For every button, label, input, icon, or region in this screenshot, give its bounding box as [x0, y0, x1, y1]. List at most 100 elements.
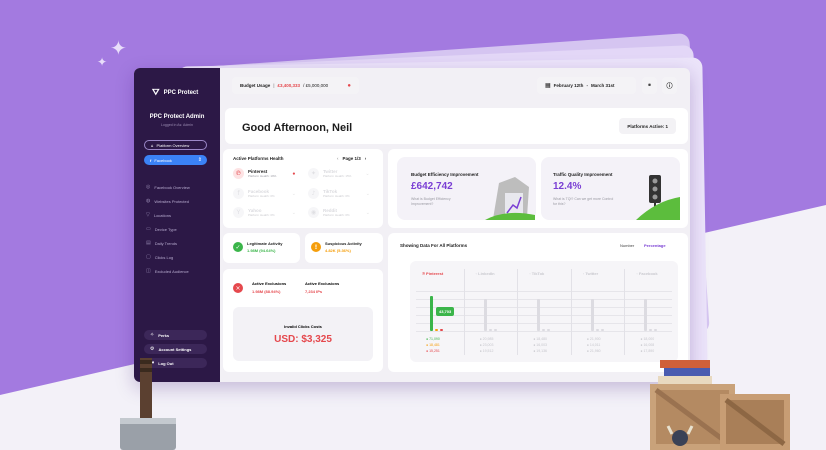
legend-value: ● 19,136 [533, 349, 547, 353]
link-icon: ⚭ [646, 82, 653, 89]
legend-value: ● 23,003 [479, 343, 494, 347]
category-label[interactable]: ◦ LinkedIn [475, 271, 495, 276]
column-divider [463, 269, 465, 355]
crates-illustration-icon [650, 360, 790, 450]
sidebar-item-locations[interactable]: ▽ Locations [146, 212, 171, 218]
category-label[interactable]: ◦ Twitter [582, 271, 599, 276]
invalid-clicks-value: USD: $3,325 [274, 334, 332, 345]
tab-percentage[interactable]: Percentage [644, 243, 666, 248]
twitter-icon: ✦ [308, 168, 319, 179]
facebook-icon: f [233, 188, 244, 199]
budget-efficiency-card[interactable]: Budget Efficiency Improvement £642,742 W… [397, 157, 536, 220]
app-logo[interactable]: ⛛ PPC Protect [152, 88, 199, 98]
active-exclusions-right: Active Exclusions 7,234 IPs [305, 281, 340, 294]
sidebar-item-device-type[interactable]: ▭ Device Type [146, 226, 177, 232]
legitimate-activity-card[interactable]: ✓ Legitimate Activity 1.98M (94.64%) [223, 233, 300, 263]
date-range-picker[interactable]: ▦ February 12th - March 31st [537, 77, 636, 94]
bar[interactable] [542, 329, 546, 331]
bar[interactable] [493, 329, 497, 331]
sidebar-item-clicks-log[interactable]: ▢ Clicks Log [146, 254, 174, 260]
sparkle-icon: ✦ [110, 36, 127, 60]
legend-value: ● 14,011 [586, 343, 601, 347]
audience-icon: ◫ [146, 268, 151, 274]
platform-twitter[interactable]: ✦ Twitter Platform Health: 15% ⌄ [308, 168, 370, 179]
grid-line [416, 331, 672, 332]
exclusions-card: × Active Exclusions 1.98M (88.94%) Active… [223, 269, 383, 372]
legend-value: ● 19,512 [479, 349, 494, 353]
bar[interactable] [600, 329, 604, 331]
bar[interactable] [537, 299, 541, 331]
logout-icon: ⇥ [150, 360, 155, 366]
chevron-right-icon[interactable]: › [364, 156, 367, 161]
platform-tiktok[interactable]: ♪ TikTok Platform Health: 0% ⌄ [308, 188, 370, 199]
sidebar-item-websites[interactable]: ◍ Websites Protected [146, 198, 189, 204]
info-button[interactable]: ⓘ [662, 77, 677, 94]
budget-total: / £5,000,000 [303, 83, 329, 88]
category-label[interactable]: ℗ Pinterest [422, 271, 444, 276]
legend-value: ● 16,003 [533, 343, 547, 347]
yahoo-icon: Y [233, 207, 244, 218]
grid-line [416, 299, 672, 300]
bar-group [537, 291, 557, 331]
legend-value: ● 21,960 [586, 349, 601, 353]
reddit-icon: ◉ [308, 207, 319, 218]
grid-icon: ⌂ [151, 142, 154, 148]
platform-select[interactable]: f Facebook ⇕ [144, 155, 207, 165]
suspicious-activity-card[interactable]: ! Suspicious Activity 4.82K (5.36%) [305, 233, 383, 263]
bar[interactable] [430, 296, 433, 331]
invalid-clicks-panel: Invalid Clicks Costs USD: $3,325 [233, 307, 373, 361]
health-pager[interactable]: ‹ Page 1/3 › [337, 156, 367, 161]
chart-title: Showing Data For All Platforms [400, 243, 468, 248]
link-button[interactable]: ⚭ [642, 77, 657, 94]
tiktok-icon: ♪ [308, 188, 319, 199]
sidebar-item-excluded-audience[interactable]: ◫ Excluded Audience [146, 268, 189, 274]
traffic-quality-card[interactable]: Traffic Quality Improvement 12.4% What i… [541, 157, 680, 220]
bar[interactable] [483, 299, 487, 331]
platform-facebook[interactable]: f Facebook Platform Health: 0% ⌄ [233, 188, 296, 199]
bar[interactable] [440, 329, 443, 331]
status-dot-icon: ● [292, 170, 296, 177]
chevron-left-icon[interactable]: ‹ [337, 156, 339, 161]
bar[interactable] [649, 329, 653, 331]
bar-group [483, 291, 504, 331]
greeting-title: Good Afternoon, Neil [242, 122, 353, 134]
grid-line [416, 315, 672, 316]
legend-value: ● 18,481 [426, 343, 440, 347]
legend-value: ● 17,890 [640, 349, 655, 353]
sidebar-item-facebook-overview[interactable]: ◎ Facebook Overview [146, 184, 190, 190]
category-label[interactable]: ◦ Facebook [636, 271, 658, 276]
active-exclusions-left: Active Exclusions 1.98M (88.94%) [252, 281, 287, 294]
platforms-active-badge[interactable]: Platforms Active: 1 [619, 118, 676, 134]
platform-reddit[interactable]: ◉ Reddit Platform Health: 0% ⌄ [308, 207, 370, 218]
growth-chart-illustration-icon [485, 177, 535, 220]
log-icon: ▢ [146, 254, 151, 260]
perks-button[interactable]: ✧ Perks [144, 330, 207, 340]
legend-value: ● 21,900 [586, 337, 601, 341]
bar[interactable] [590, 299, 594, 331]
bar[interactable] [595, 329, 599, 331]
platform-overview-button[interactable]: ⌂ Platform Overview [144, 140, 207, 150]
budget-usage-chip[interactable]: Budget Usage | £3,400,333 / £5,000,000 ● [232, 77, 359, 94]
category-label[interactable]: ◦ TikTok [529, 271, 545, 276]
gift-icon: ✧ [150, 332, 155, 338]
bar[interactable] [547, 329, 551, 331]
sidebar: ⛛ PPC Protect PPC Protect Admin Logged in… [134, 68, 220, 382]
platform-pinterest[interactable]: ℗ Pinterest Platform Health: 19% ● [233, 168, 295, 179]
tab-number[interactable]: Number [620, 243, 635, 248]
bar[interactable] [435, 329, 438, 331]
budget-used: £3,400,333 [277, 83, 301, 88]
wolf-logo-icon: ⛛ [152, 88, 160, 98]
legend-value: ● 18,480 [533, 337, 547, 341]
check-icon: ✓ [233, 242, 243, 252]
legitimate-activity-value: 1.98M (94.64%) [247, 248, 276, 253]
platform-yahoo[interactable]: Y Yahoo Platform Health: 0% ⌄ [233, 207, 296, 218]
logout-button[interactable]: ⇥ Log Out [144, 358, 207, 368]
account-settings-button[interactable]: ⚙ Account Settings [144, 344, 207, 354]
column-divider [624, 269, 626, 355]
bar[interactable] [488, 329, 492, 331]
alert-dot-icon: ● [347, 82, 351, 89]
sidebar-item-daily-trends[interactable]: ▤ Daily Trends [146, 240, 177, 246]
bar-group [430, 291, 450, 331]
bar[interactable] [644, 299, 648, 331]
bar[interactable] [654, 329, 658, 331]
